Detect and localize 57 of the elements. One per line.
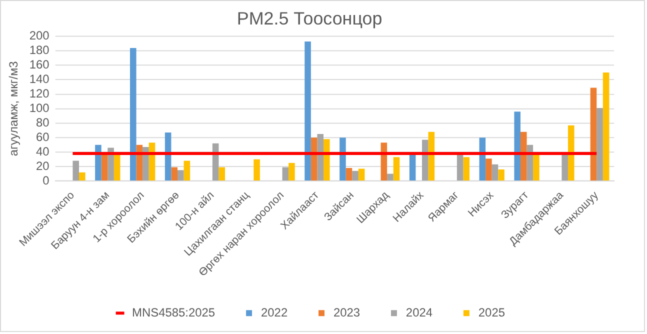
y-tick-label: 160 xyxy=(29,58,50,72)
bar xyxy=(590,88,597,181)
bar xyxy=(218,167,225,181)
legend-label: MNS4585:2025 xyxy=(132,305,216,320)
bar xyxy=(602,72,610,181)
bar xyxy=(520,132,527,181)
bar xyxy=(108,148,114,181)
bar xyxy=(178,170,184,181)
bar xyxy=(562,154,568,181)
y-tick-label: 20 xyxy=(36,158,50,173)
legend-label: 2024 xyxy=(406,305,433,320)
bar xyxy=(254,159,260,181)
bar xyxy=(387,174,394,181)
bar xyxy=(352,170,358,181)
bar xyxy=(323,139,330,181)
y-tick-label: 0 xyxy=(42,173,50,188)
bar xyxy=(114,154,120,181)
y-tick-label: 180 xyxy=(29,43,50,58)
bar xyxy=(282,167,289,181)
bar xyxy=(463,157,470,181)
bar xyxy=(95,144,102,181)
bar xyxy=(533,154,540,181)
bar xyxy=(79,172,86,181)
legend-label: 2025 xyxy=(478,305,506,320)
bar xyxy=(568,125,574,181)
y-tick-label: 80 xyxy=(36,115,50,130)
bar xyxy=(164,132,172,181)
legend-label: 2022 xyxy=(260,305,288,320)
y-tick-label: 60 xyxy=(36,130,50,144)
bar xyxy=(409,154,416,181)
chart-title: PM2.5 Тоосонцор xyxy=(236,8,382,29)
bar xyxy=(358,168,365,181)
bar xyxy=(498,169,504,181)
bar xyxy=(486,158,492,181)
bar xyxy=(171,167,178,181)
y-tick-label: 140 xyxy=(29,72,50,86)
bar xyxy=(101,154,108,181)
bar xyxy=(456,154,464,181)
bar xyxy=(317,134,324,181)
legend-label: 2023 xyxy=(333,305,360,320)
bar xyxy=(346,168,352,181)
bar xyxy=(492,164,498,181)
bar xyxy=(422,140,428,181)
bar xyxy=(72,160,80,181)
bar xyxy=(288,162,295,181)
y-tick-label: 120 xyxy=(29,86,50,101)
bar xyxy=(130,48,136,181)
bar xyxy=(393,157,400,181)
bar xyxy=(304,41,311,181)
y-tick-label: 200 xyxy=(29,28,50,43)
bar xyxy=(514,112,520,181)
bar xyxy=(596,108,603,181)
y-axis-title: агууламж, мкг/м3 xyxy=(6,60,20,156)
bar xyxy=(340,138,346,181)
y-tick-label: 100 xyxy=(29,101,50,115)
y-tick-label: 40 xyxy=(36,144,50,158)
bar xyxy=(184,160,190,181)
